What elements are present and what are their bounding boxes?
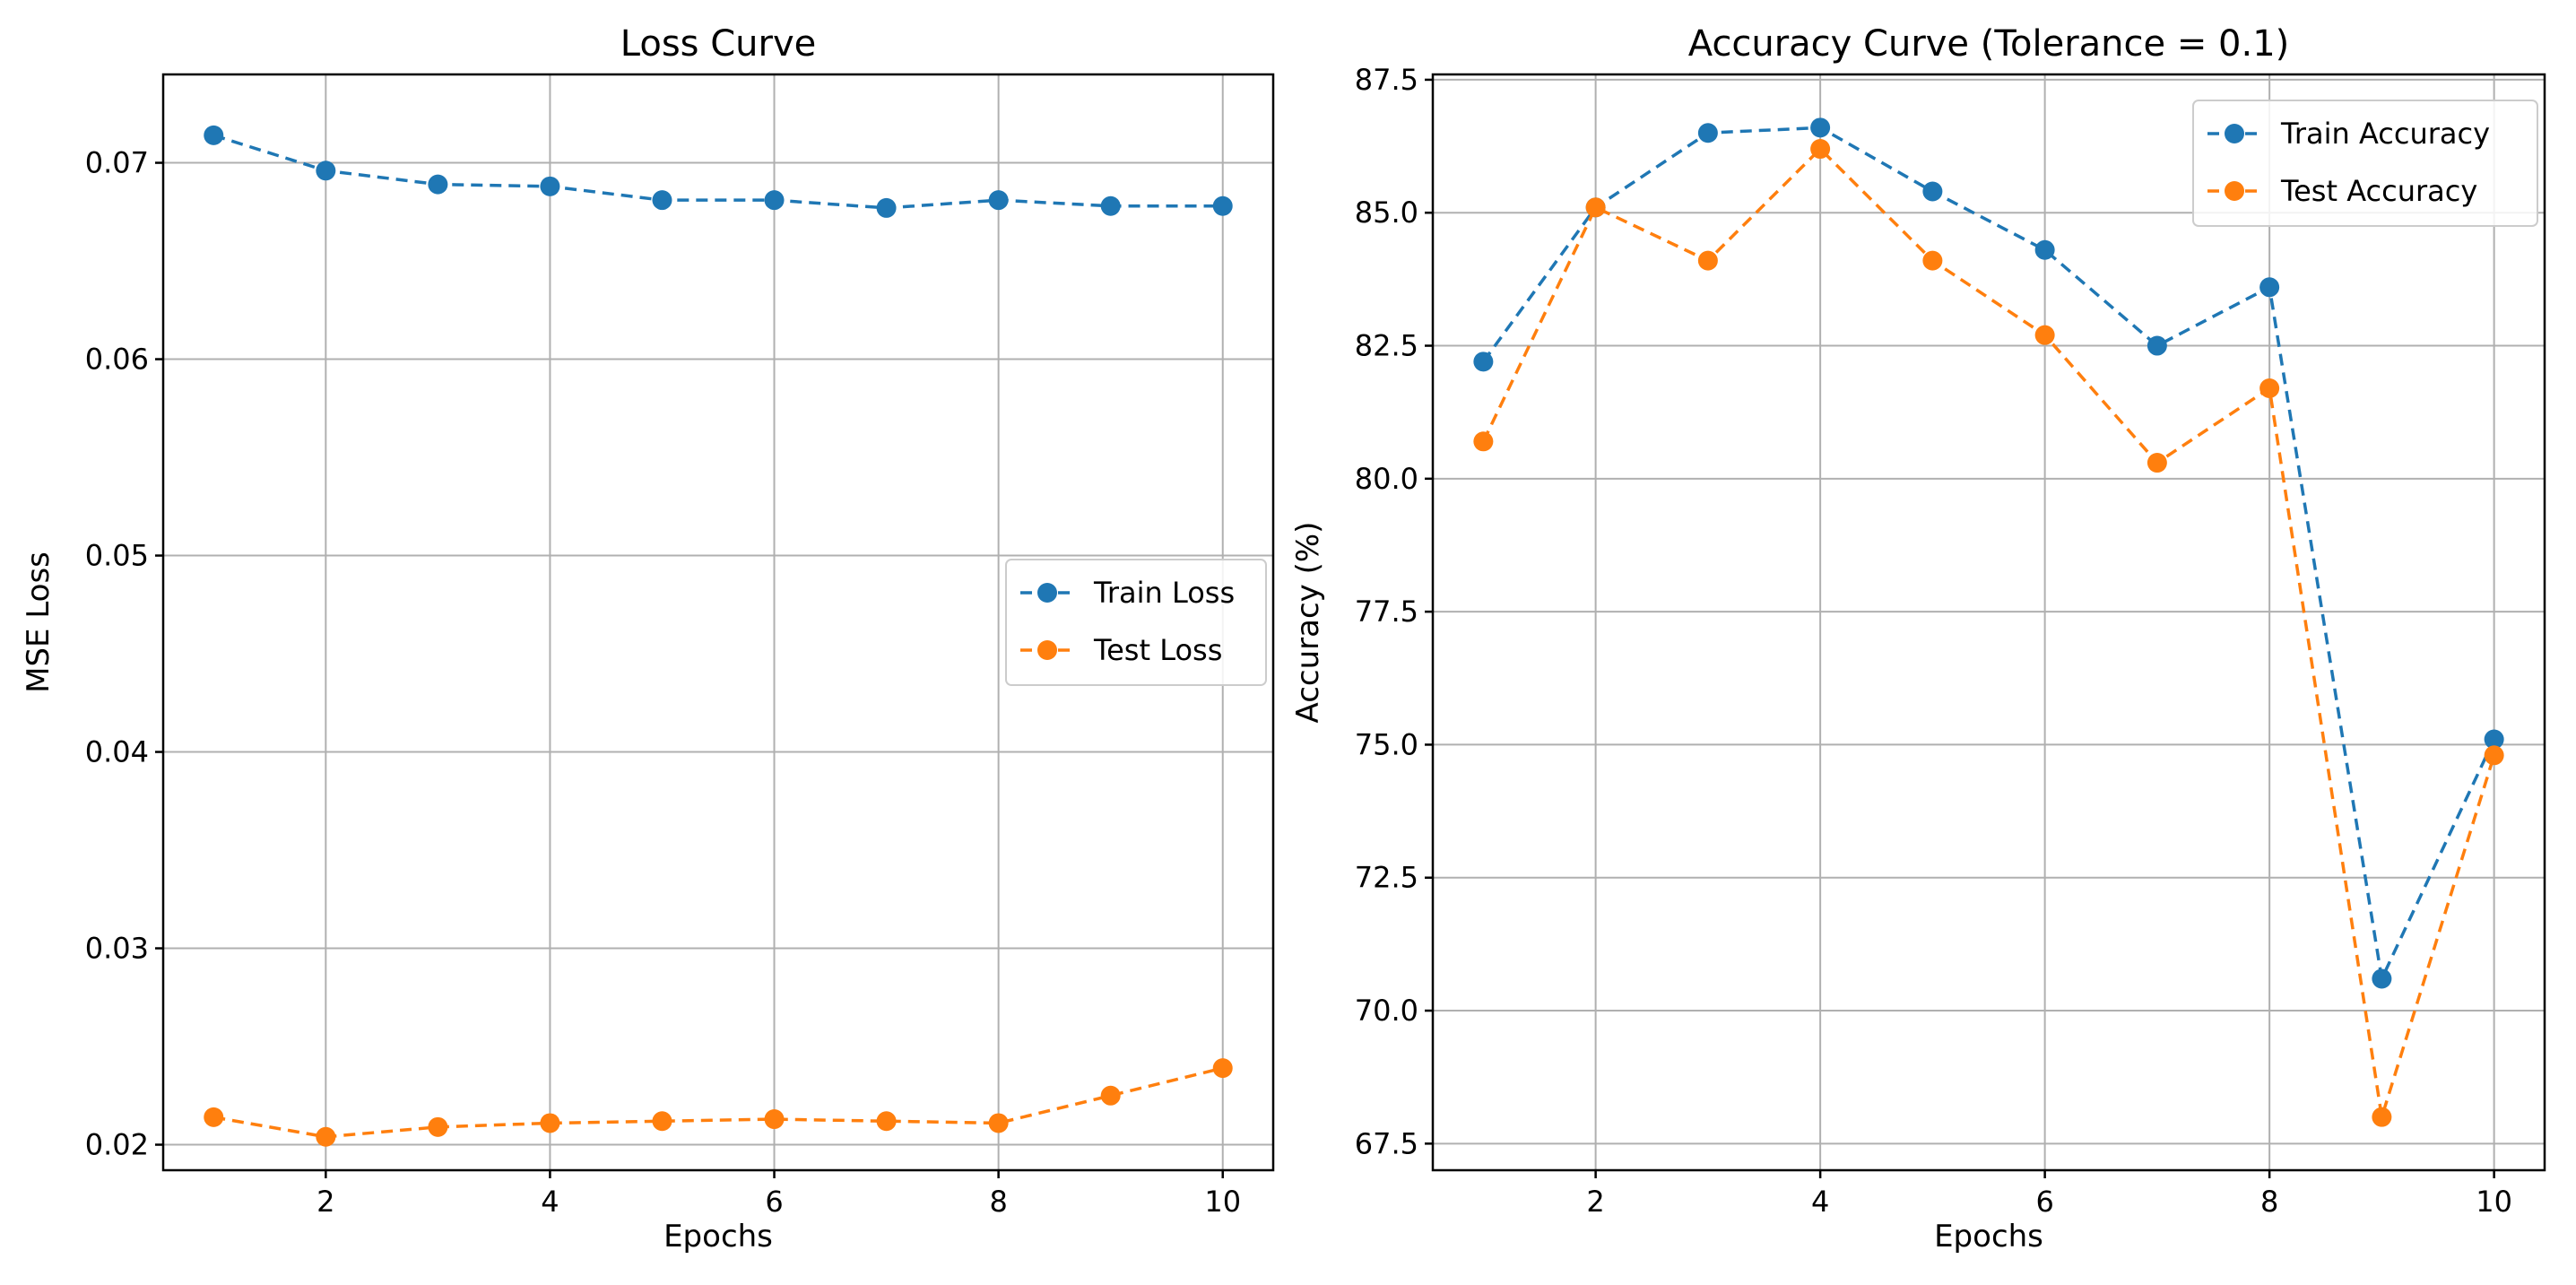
plot-frame xyxy=(161,73,1275,1172)
x-tick-label: 2 xyxy=(317,1185,334,1219)
series-line-0 xyxy=(1481,126,2496,985)
data-point xyxy=(540,176,560,196)
y-tick-label: 77.5 xyxy=(1355,595,1418,629)
series-line-1 xyxy=(212,1066,1224,1139)
data-point xyxy=(204,125,224,145)
data-point xyxy=(988,190,1009,211)
data-point xyxy=(652,190,672,211)
x-tick-label: 6 xyxy=(2035,1185,2053,1219)
legend-box xyxy=(2192,100,2538,227)
data-point xyxy=(2147,453,2167,473)
y-tick-label: 67.5 xyxy=(1355,1126,1418,1160)
data-point xyxy=(876,1111,897,1132)
data-point xyxy=(316,161,336,181)
data-point xyxy=(988,1113,1009,1133)
data-point xyxy=(2259,277,2280,298)
data-point xyxy=(876,197,897,218)
data-point xyxy=(1100,195,1121,216)
chart-title: Accuracy Curve (Tolerance = 0.1) xyxy=(1688,23,2290,65)
y-tick-label: 80.0 xyxy=(1355,462,1418,496)
data-point xyxy=(1922,181,1943,202)
data-point xyxy=(1810,139,1831,160)
x-axis-label: Epochs xyxy=(664,1219,773,1255)
y-tick-label: 70.0 xyxy=(1355,994,1418,1028)
x-axis-label: Epochs xyxy=(1934,1219,2043,1255)
data-point xyxy=(1100,1085,1121,1106)
accuracy-chart: 2 4 6 8 10 67.5 70.0 72.5 75.0 77.5 80.0 82.5 85.0 87… xyxy=(1290,23,2546,1255)
y-tick-label: 0.05 xyxy=(85,539,149,573)
data-point xyxy=(1922,250,1943,271)
chart-title: Loss Curve xyxy=(620,23,816,65)
x-tick-label: 4 xyxy=(541,1185,559,1219)
data-point xyxy=(1585,197,1606,218)
legend-swatch-marker xyxy=(1037,583,1057,603)
data-point xyxy=(428,1116,448,1137)
y-tick-label: 0.02 xyxy=(85,1128,149,1162)
y-tick-label: 72.5 xyxy=(1355,861,1418,895)
legend: Train Loss Test Loss xyxy=(1005,559,1267,686)
data-point xyxy=(428,174,448,195)
data-point xyxy=(204,1107,224,1127)
data-point xyxy=(652,1111,672,1132)
data-point xyxy=(2484,729,2504,750)
x-tick-label: 8 xyxy=(2260,1185,2278,1219)
y-axis-label: Accuracy (%) xyxy=(1290,522,1326,724)
data-point xyxy=(1810,117,1831,138)
y-tick-label: 87.5 xyxy=(1355,63,1418,97)
data-point xyxy=(2372,968,2392,989)
loss-chart: 2 4 6 8 10 0.02 0.03 0.04 0.05 0.06 0.07 Loss Curve… xyxy=(21,23,1275,1255)
plot-frame xyxy=(1431,73,2546,1172)
legend-swatch-marker xyxy=(2225,181,2244,201)
data-point xyxy=(1473,431,1494,452)
data-point xyxy=(2259,378,2280,398)
data-point xyxy=(2034,239,2055,260)
y-tick-label: 85.0 xyxy=(1355,195,1418,230)
x-tick-label: 10 xyxy=(2476,1185,2512,1219)
data-point xyxy=(1473,352,1494,372)
legend: Train Accuracy Test Accuracy xyxy=(2192,100,2538,227)
x-tick-label: 6 xyxy=(765,1185,783,1219)
legend-label: Test Accuracy xyxy=(2280,174,2477,208)
data-point xyxy=(1697,250,1718,271)
y-tick-label: 0.07 xyxy=(85,146,149,180)
data-point xyxy=(2034,325,2055,345)
data-point xyxy=(764,1109,785,1130)
data-point xyxy=(1212,1058,1233,1079)
data-point xyxy=(316,1126,336,1147)
series-line-0 xyxy=(212,134,1223,210)
y-tick-label: 0.03 xyxy=(85,932,149,966)
y-tick-label: 0.06 xyxy=(85,343,149,377)
data-point xyxy=(540,1113,560,1133)
y-tick-label: 82.5 xyxy=(1355,329,1418,363)
x-tick-label: 10 xyxy=(1204,1185,1241,1219)
data-point xyxy=(764,190,785,211)
y-tick-label: 75.0 xyxy=(1355,727,1418,761)
legend-label: Train Accuracy xyxy=(2280,117,2490,151)
data-point xyxy=(1212,195,1233,216)
legend-swatch-marker xyxy=(1037,640,1057,660)
data-point xyxy=(2372,1107,2392,1127)
y-axis-label: MSE Loss xyxy=(21,551,56,693)
data-point xyxy=(2484,745,2504,766)
data-point xyxy=(1697,123,1718,143)
legend-swatch-marker xyxy=(2225,124,2244,143)
x-tick-label: 2 xyxy=(1586,1185,1604,1219)
legend-label: Test Loss xyxy=(1093,633,1222,667)
x-tick-label: 8 xyxy=(989,1185,1007,1219)
legend-label: Train Loss xyxy=(1093,576,1235,610)
data-point xyxy=(2147,335,2167,356)
series-line-1 xyxy=(1481,146,2496,1118)
x-tick-label: 4 xyxy=(1811,1185,1829,1219)
y-tick-label: 0.04 xyxy=(85,735,149,769)
legend-box xyxy=(1005,559,1267,686)
